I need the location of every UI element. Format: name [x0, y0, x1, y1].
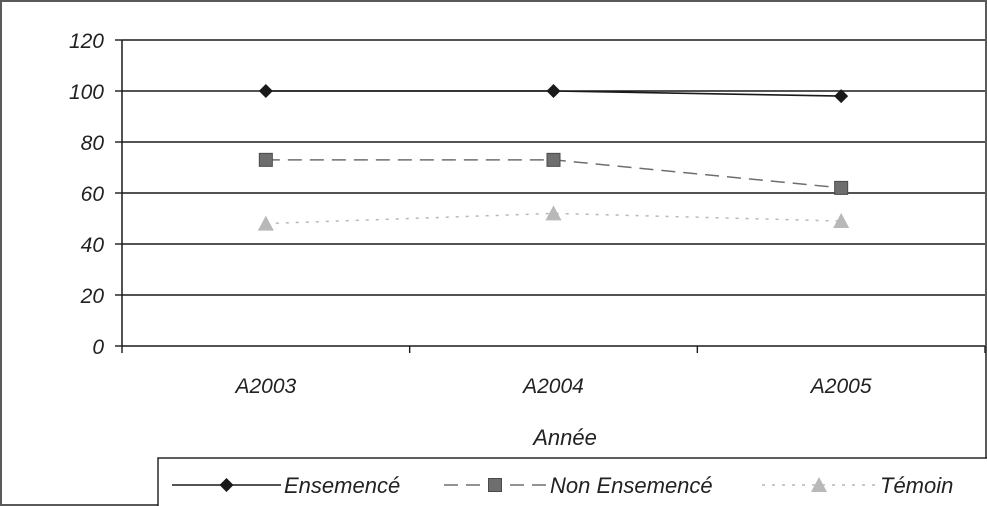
data-point: [258, 152, 273, 167]
y-tick-label: 0: [92, 336, 104, 359]
y-tick-label: 120: [69, 30, 104, 53]
legend-label: Témoin: [880, 473, 953, 498]
data-point: [258, 84, 273, 98]
y-tick-label: 80: [81, 132, 105, 155]
x-tick-label: A2003: [233, 375, 296, 398]
legend: Ensemencé Non Ensemencé Témoin: [157, 457, 987, 506]
legend-box: [157, 457, 987, 506]
data-point: [257, 215, 274, 231]
x-tick-label: A2005: [809, 375, 872, 398]
x-tick-labels: A2003 A2004 A2005: [233, 375, 871, 398]
legend-marker: [488, 478, 502, 492]
y-tick-label: 40: [81, 234, 105, 257]
y-tick-label: 100: [69, 81, 104, 104]
gridlines: [122, 39, 985, 296]
y-tick-label: 20: [80, 285, 105, 308]
data-point: [546, 84, 561, 98]
data-point: [834, 180, 849, 195]
data-point: [545, 205, 562, 221]
x-tick-label: A2004: [521, 375, 584, 398]
legend-marker: [811, 477, 827, 492]
legend-label: Ensemencé: [284, 473, 400, 498]
x-axis-title: Année: [531, 425, 597, 450]
legend-label: Non Ensemencé: [550, 473, 713, 498]
y-tick-labels: 0 20 40 60 80 100 120: [69, 30, 104, 359]
y-tick-label: 60: [81, 183, 105, 206]
data-point: [833, 213, 850, 229]
legend-marker: [219, 478, 234, 492]
axes: [115, 39, 986, 353]
series-markers: [257, 84, 850, 231]
data-point: [834, 89, 849, 104]
data-point: [546, 152, 561, 167]
